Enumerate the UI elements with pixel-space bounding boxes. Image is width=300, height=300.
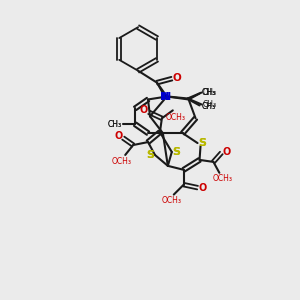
Text: O: O: [222, 147, 230, 157]
Text: CH₃: CH₃: [107, 120, 122, 129]
Text: CH₃: CH₃: [201, 88, 215, 97]
Text: S: S: [146, 150, 154, 160]
Text: OCH₃: OCH₃: [166, 113, 186, 122]
Text: CH₃: CH₃: [201, 102, 215, 111]
Text: CH₃: CH₃: [201, 102, 215, 111]
Text: CH₃: CH₃: [202, 100, 217, 109]
Text: S: S: [199, 138, 206, 148]
Text: OCH₃: OCH₃: [111, 158, 131, 166]
Text: OCH₃: OCH₃: [212, 174, 232, 183]
Text: S: S: [199, 138, 206, 148]
Text: S: S: [146, 150, 154, 160]
Text: OCH₃: OCH₃: [162, 196, 182, 205]
Text: S: S: [173, 147, 181, 157]
Text: N: N: [160, 92, 170, 101]
Text: O: O: [140, 105, 148, 116]
Text: CH₃: CH₃: [201, 88, 215, 97]
Text: CH₃: CH₃: [202, 88, 217, 97]
Text: S: S: [173, 147, 181, 157]
Text: O: O: [172, 73, 181, 83]
Text: N: N: [162, 92, 172, 101]
Text: O: O: [198, 183, 207, 193]
Text: O: O: [114, 131, 122, 141]
Text: CH₃: CH₃: [107, 120, 122, 129]
